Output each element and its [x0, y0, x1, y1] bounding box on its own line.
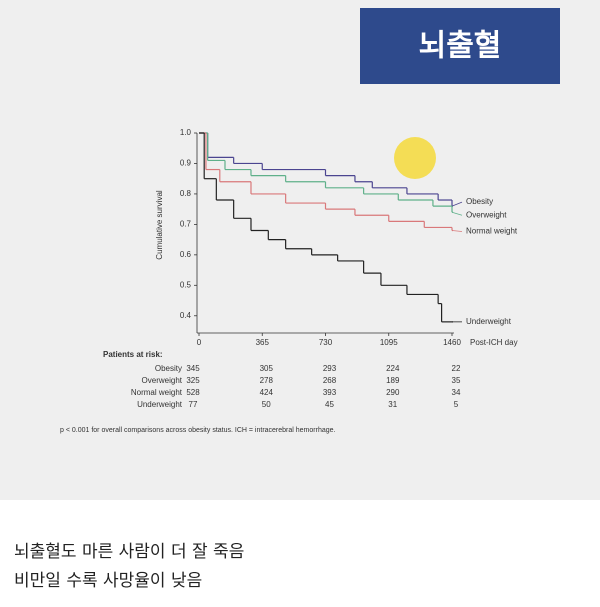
- risk-count: 290: [386, 388, 400, 397]
- legend-label: Normal weight: [466, 227, 518, 236]
- x-axis-label: Post-ICH day: [470, 338, 518, 347]
- chart-image: 뇌출혈 Cumulative survival Post-ICH day Pat…: [0, 0, 600, 500]
- y-axis-label: Cumulative survival: [155, 190, 164, 260]
- risk-count: 34: [452, 388, 461, 397]
- footnote: p < 0.001 for overall comparisons across…: [60, 427, 336, 434]
- risk-count: 305: [260, 364, 274, 373]
- x-tick-label: 1095: [380, 338, 398, 347]
- risk-row-name: Normal weight: [131, 388, 183, 397]
- risk-count: 224: [386, 364, 400, 373]
- risk-count: 424: [260, 388, 274, 397]
- highlight-dot: [394, 137, 436, 179]
- risk-count: 268: [323, 376, 337, 385]
- x-tick-label: 0: [197, 338, 202, 347]
- label-leader: [451, 201, 463, 207]
- risk-row-name: Overweight: [142, 376, 183, 385]
- y-tick-label: 0.8: [180, 189, 192, 198]
- label-leader: [451, 211, 463, 216]
- risk-count: 189: [386, 376, 400, 385]
- risk-row-name: Underweight: [137, 400, 183, 409]
- risk-count: 77: [189, 400, 198, 409]
- y-tick-label: 0.5: [180, 280, 192, 289]
- risk-count: 35: [452, 376, 461, 385]
- x-tick-label: 365: [256, 338, 270, 347]
- y-tick-label: 0.7: [180, 219, 192, 228]
- risk-count: 325: [186, 376, 200, 385]
- legend-label: Obesity: [466, 197, 493, 206]
- banner-title: 뇌출혈: [419, 29, 502, 64]
- risk-count: 345: [186, 364, 200, 373]
- y-tick-label: 0.6: [180, 250, 192, 259]
- y-tick-label: 0.9: [180, 159, 192, 168]
- risk-count: 528: [186, 388, 200, 397]
- risk-row-name: Obesity: [155, 364, 182, 373]
- risk-count: 393: [323, 388, 337, 397]
- risk-count: 278: [260, 376, 274, 385]
- legend-label: Overweight: [466, 210, 507, 219]
- risk-count: 31: [388, 400, 397, 409]
- legend-label: Underweight: [466, 317, 512, 326]
- banner-box: [360, 8, 560, 84]
- risk-table-title: Patients at risk:: [103, 350, 163, 359]
- caption-line: 비만일 수록 사망율이 낮음: [14, 571, 203, 591]
- caption-line: 뇌출혈도 마른 사람이 더 잘 죽음: [14, 542, 245, 562]
- x-tick-label: 1460: [443, 338, 461, 347]
- risk-count: 50: [262, 400, 271, 409]
- risk-count: 45: [325, 400, 334, 409]
- risk-count: 5: [454, 400, 459, 409]
- label-leader: [451, 230, 463, 232]
- risk-count: 293: [323, 364, 337, 373]
- x-tick-label: 730: [319, 338, 333, 347]
- y-tick-label: 0.4: [180, 311, 192, 320]
- risk-count: 22: [452, 364, 461, 373]
- y-tick-label: 1.0: [180, 128, 192, 137]
